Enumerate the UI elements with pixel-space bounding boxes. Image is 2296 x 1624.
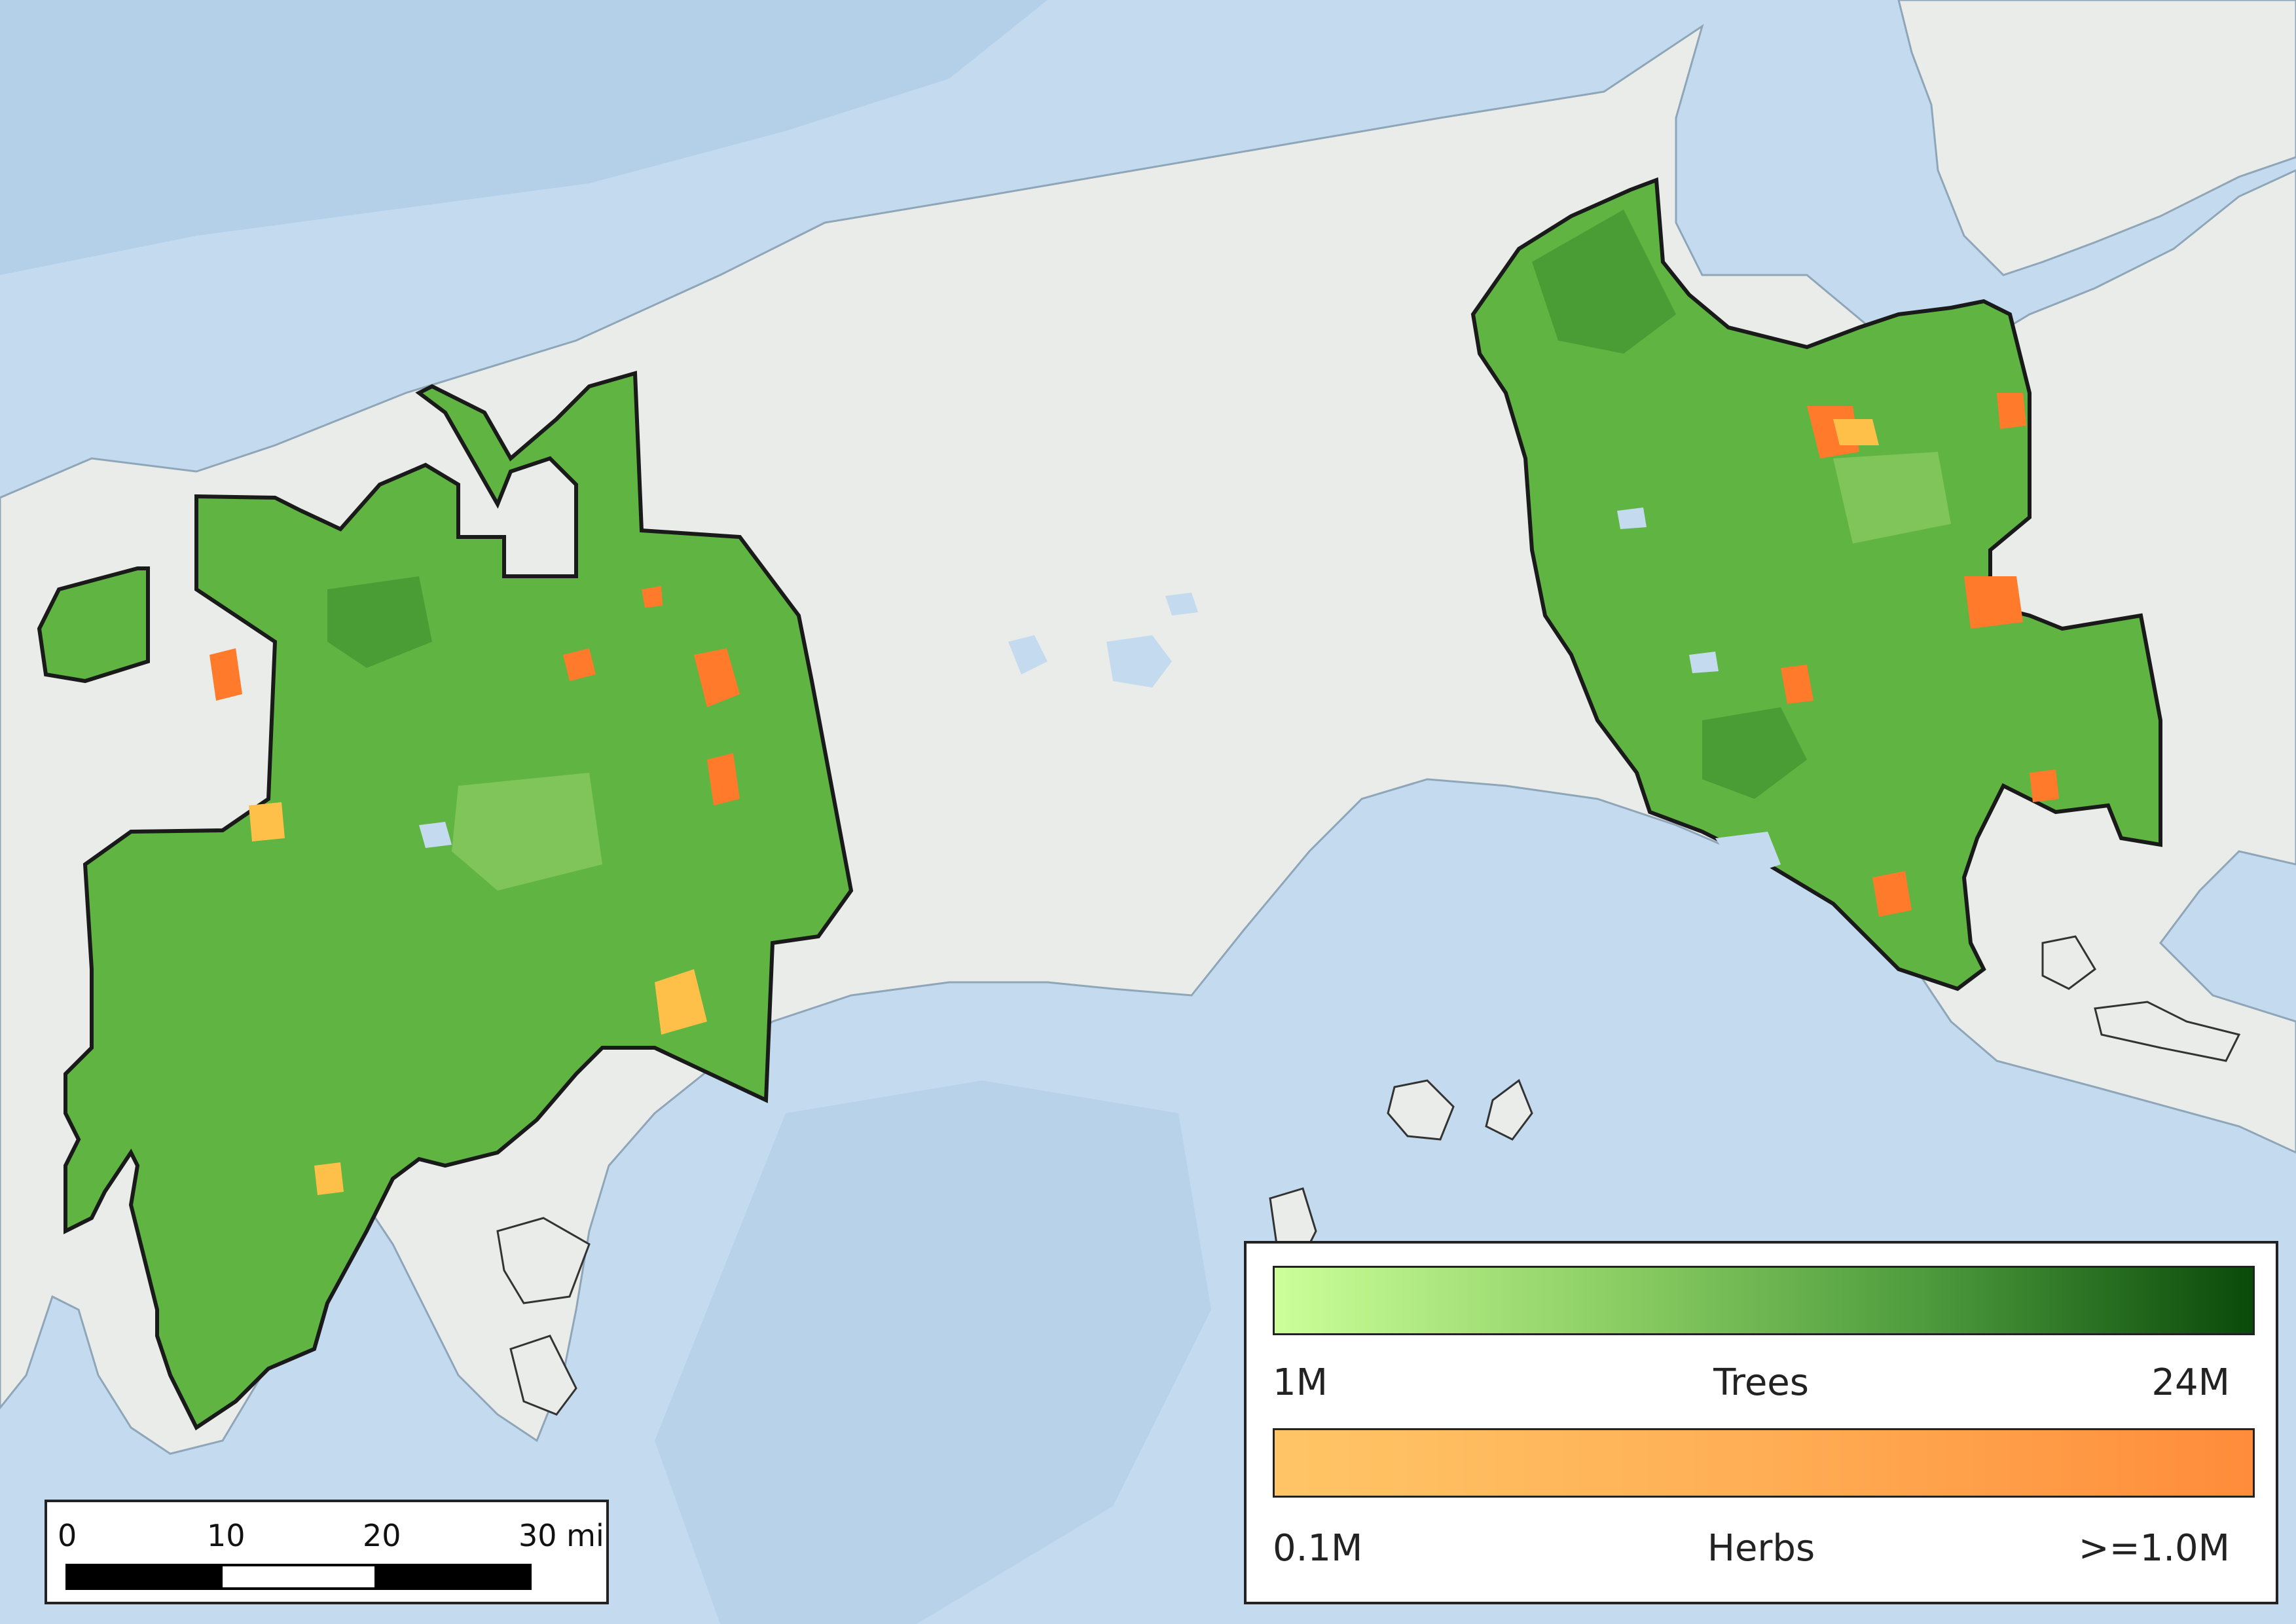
region-lake — [1617, 507, 1647, 529]
study-region-east[interactable] — [1470, 177, 2162, 991]
inland-lake — [1165, 593, 1198, 616]
study-region-west[interactable] — [64, 371, 854, 1431]
herbs-legend-title: Herbs — [1707, 1527, 1815, 1570]
trees-legend-title: Trees — [1713, 1361, 1809, 1404]
herb-patch — [1781, 665, 1813, 704]
scale-tick-10: 10 — [207, 1518, 246, 1553]
herb-patch — [563, 648, 596, 681]
trees-min-label: 1M — [1273, 1361, 1328, 1404]
herb-patch — [707, 753, 740, 805]
herb-patch — [1964, 576, 2023, 629]
scale-segment-1 — [65, 1564, 223, 1590]
study-region-west-parcel[interactable] — [37, 566, 150, 684]
dense-forest-patch — [1702, 707, 1807, 799]
herb-patch — [1997, 393, 2026, 429]
scale-segment-3 — [374, 1564, 532, 1590]
island — [496, 1217, 591, 1304]
north-shore-land — [1897, 0, 2296, 276]
scale-tick-20: 20 — [363, 1518, 401, 1553]
deep-water-shading-2 — [655, 1080, 1211, 1624]
island — [2041, 935, 2096, 990]
trees-max-label: 24M — [2151, 1361, 2230, 1404]
inland-lake — [1008, 635, 1048, 674]
scale-bar: 0 10 20 30 mi — [45, 1500, 609, 1604]
island — [1485, 1079, 1533, 1141]
scale-tick-30: 30 mi — [519, 1518, 604, 1553]
herb-patch — [2030, 769, 2059, 802]
herb-patch-light — [1833, 419, 1879, 445]
herbs-max-label: >=1.0M — [2078, 1527, 2230, 1570]
light-forest-patch — [452, 773, 602, 891]
herb-patch — [694, 648, 740, 707]
herb-patch — [642, 586, 663, 608]
herbs-color-ramp — [1273, 1428, 2255, 1498]
scale-segment-2 — [220, 1564, 377, 1590]
herb-patch-light — [249, 802, 285, 841]
inland-lake — [1106, 635, 1172, 688]
herb-patch-light — [655, 969, 707, 1035]
island — [509, 1335, 577, 1416]
light-forest-patch — [1833, 452, 1951, 544]
legend: 1M Trees 24M 0.1M Herbs >=1.0M — [1244, 1241, 2278, 1604]
herb-patch-light — [314, 1162, 344, 1195]
region-lake — [1715, 832, 1781, 877]
herb-patch — [1872, 871, 1912, 917]
herbs-min-label: 0.1M — [1273, 1527, 1363, 1570]
island — [2094, 1001, 2241, 1062]
dense-forest-patch — [1532, 210, 1676, 354]
region-lake — [419, 822, 452, 848]
deep-water-shading — [0, 0, 1048, 275]
dense-forest-patch — [327, 576, 432, 668]
island — [1387, 1079, 1455, 1141]
herb-patch — [210, 648, 242, 701]
scale-tick-0: 0 — [58, 1518, 77, 1553]
region-lake — [1689, 652, 1719, 673]
trees-color-ramp — [1273, 1266, 2255, 1335]
